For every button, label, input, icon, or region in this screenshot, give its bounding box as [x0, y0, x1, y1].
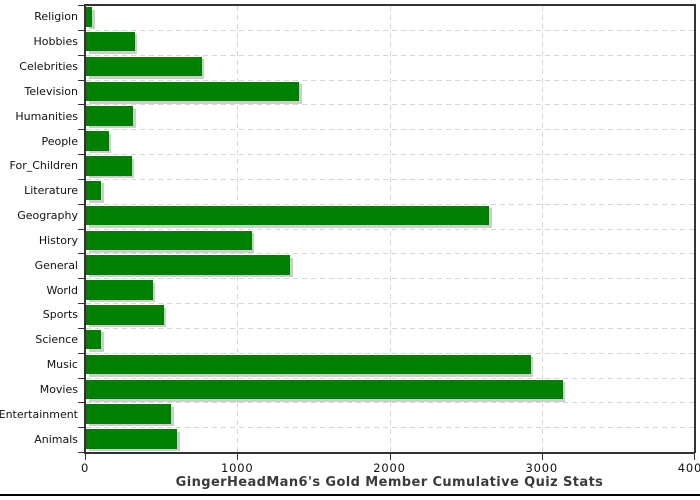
x-axis-tick-label: 1000: [221, 461, 254, 475]
category-label: Celebrities: [19, 60, 78, 74]
bar-history: [86, 230, 252, 250]
bar-animals: [86, 429, 178, 449]
y-axis-tick: [78, 5, 85, 6]
y-axis-tick: [78, 54, 85, 56]
bar-religion: [86, 7, 93, 27]
y-axis-tick: [78, 278, 85, 280]
category-label: Geography: [17, 209, 78, 223]
y-axis-tick: [78, 228, 85, 230]
bar-television: [86, 81, 300, 101]
category-label: Television: [24, 84, 79, 98]
bar-sports: [86, 305, 164, 325]
category-label: History: [38, 233, 78, 247]
y-axis-tick: [78, 327, 85, 329]
y-axis-tick: [78, 377, 85, 379]
bar-hobbies: [86, 31, 135, 52]
y-axis-tick: [78, 29, 85, 31]
x-axis-tick-label: 3000: [525, 461, 558, 475]
y-axis-tick: [78, 79, 85, 81]
x-axis-tick-label: 0: [80, 461, 90, 475]
category-label: Hobbies: [33, 35, 78, 49]
category-label: Music: [46, 358, 78, 372]
y-axis-tick: [78, 352, 85, 354]
plot-border-right: [694, 4, 696, 453]
y-axis-tick: [78, 178, 85, 180]
x-axis-tick: [237, 454, 239, 460]
vertical-gridline: [237, 6, 239, 452]
bar-humanities: [86, 106, 134, 126]
vertical-gridline: [389, 6, 391, 452]
plot-border-top: [85, 4, 695, 6]
chart-title: GingerHeadMan6's Gold Member Cumulative …: [175, 475, 604, 490]
category-label: Sports: [42, 308, 78, 322]
y-axis-tick: [78, 303, 85, 304]
category-label: Science: [35, 333, 78, 347]
bottom-divider: [0, 494, 700, 496]
y-axis-tick: [78, 253, 85, 255]
x-axis-tick: [694, 454, 695, 460]
category-label: Entertainment: [0, 407, 78, 421]
bar-music: [86, 354, 531, 375]
category-label: For_Children: [9, 159, 78, 173]
y-axis-tick: [78, 154, 85, 155]
bar-entertainment: [86, 404, 172, 424]
x-axis-tick: [85, 454, 86, 460]
bar-celebrities: [86, 56, 202, 77]
bar-world: [86, 280, 153, 300]
category-label: General: [34, 258, 78, 272]
vertical-gridline: [541, 6, 543, 452]
x-axis-tick: [389, 454, 391, 460]
y-axis-line: [84, 4, 86, 453]
category-label: World: [46, 283, 78, 297]
x-axis-tick-label: 2000: [373, 461, 406, 475]
bar-for_children: [86, 156, 132, 176]
category-label: Animals: [34, 432, 78, 446]
bar-movies: [86, 379, 563, 399]
bar-general: [86, 255, 290, 275]
y-axis-tick: [78, 427, 85, 429]
x-axis-tick: [541, 454, 543, 460]
bar-geography: [86, 205, 490, 226]
y-axis-tick: [78, 402, 85, 404]
category-label: Humanities: [15, 109, 78, 123]
bar-literature: [86, 180, 102, 201]
x-axis-tick-label: 4000: [677, 461, 700, 475]
y-axis-tick: [78, 104, 85, 106]
y-axis-tick: [78, 452, 85, 453]
category-label: People: [41, 134, 78, 148]
bar-people: [86, 131, 109, 151]
y-axis-tick: [78, 203, 85, 205]
x-axis-line: [84, 452, 695, 454]
y-axis-tick: [78, 129, 85, 131]
category-label: Religion: [34, 10, 78, 24]
bar-science: [86, 329, 102, 350]
category-label: Movies: [39, 382, 78, 396]
category-label: Literature: [24, 184, 78, 198]
